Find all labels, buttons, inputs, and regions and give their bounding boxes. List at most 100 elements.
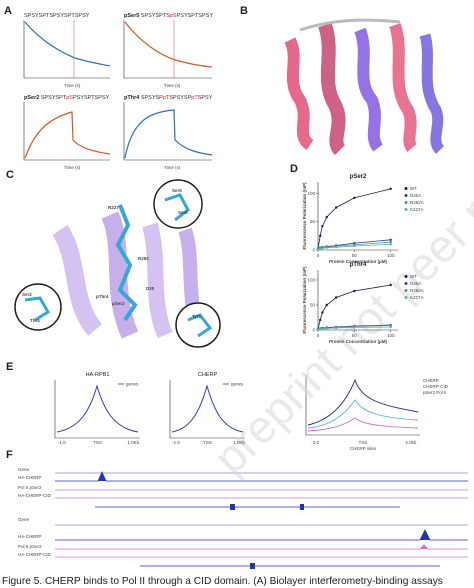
axis [305,375,420,436]
inset [175,302,221,348]
track-label: HA-CHERP [18,534,42,539]
x-tick-label: TSS [359,440,368,445]
trace [24,21,111,67]
y-tick-label: 100 [307,191,315,196]
plot-title: CHERP [198,372,218,378]
sequence-part: pT [163,95,170,101]
x-tick-label: 0 [317,333,320,338]
legend-swatch [404,289,408,292]
panel-e-profiles [54,375,420,439]
track-label: Pol II pSer2 [18,544,42,549]
sequence-part: SPSYSPT [41,95,67,101]
residue-label: Tyr1 [192,314,202,319]
plot-title: pThr4 SPSYSPpTSPSYSPpTSPSY [124,95,213,101]
data-point [325,327,328,330]
data-point [325,303,328,307]
legend-swatch [404,275,408,278]
legend-label: K227A [410,295,424,300]
track-label: Pol II pSer2 [18,485,42,490]
data-point [321,225,324,228]
helix [52,225,103,336]
exon [300,504,304,510]
residue-label: Thr4 [30,318,40,323]
data-point [316,248,320,251]
data-point [389,283,392,287]
axis [123,20,212,79]
panel-letter: C [6,169,14,181]
data-point [334,245,338,249]
x-axis-label: Time (s) [164,165,181,170]
x-tick-label: 100 [387,333,395,338]
track-label: HA-CHERP-CID [18,552,52,557]
legend-label: R262A [410,288,424,293]
data-point [321,247,324,250]
sequence-part: pS [170,13,177,19]
exon [230,504,235,510]
helix [354,27,384,152]
helix [101,211,139,339]
axis [23,102,110,161]
data-point [318,234,322,238]
x-axis-label: Protein Concentration (μM) [329,259,388,264]
legend-label: CHERP [423,378,439,383]
data-point [321,327,324,331]
data-point [353,326,356,329]
helix [389,23,418,152]
x-tick-label: 0 [317,253,320,258]
track-label: Gene [18,517,30,522]
data-point [389,238,392,241]
x-axis-label: Time (s) [64,83,81,88]
data-point [334,296,338,299]
legend-label: WT [410,274,417,279]
plot-title: pSer2 [350,174,367,180]
data-point [318,327,322,331]
legend-swatch [404,282,408,285]
x-tick-label: 50 [352,333,358,338]
residue-label: R262 [138,256,149,261]
legend-label: pSer2 Pol II [423,390,447,395]
panel-letter: A [4,5,12,17]
track [55,529,468,541]
sequence-part: PSYSPTSPSY [177,13,214,19]
x-axis-label: Time (s) [64,165,81,170]
data-point [353,289,356,293]
data-point [389,187,392,190]
profile [171,384,244,433]
y-tick-label: 0 [312,328,315,333]
y-tick-label: 100 [307,278,315,283]
plot-title: HA-RPB1 [86,372,110,378]
helix [318,22,346,155]
data-point [389,243,392,246]
track [55,471,468,482]
trace [124,109,213,159]
axis [317,182,398,251]
legend-label: CHERP-CID [423,384,449,389]
residue-label: D20 [146,286,155,291]
plot-title: pSer5 SPSYSPTSpSPSYSPTSPSY [124,13,213,19]
data-point [353,242,356,245]
axis [169,380,245,439]
residue-label: Ser5 [172,188,182,193]
plot-title: SPSYSPTSPSYSPTSPSY [24,13,90,19]
panel-letter: F [6,449,13,461]
exon [250,563,255,569]
residue-label: pSer2 [112,301,125,306]
y-axis-label: Fluorescence Polarization (mP) [302,266,307,334]
helix [284,37,315,150]
sequence-part: SPSYSPTSPSYSPTSPSY [24,13,90,19]
inset [14,283,62,331]
sequence-part: SPSYSPTS [141,13,170,19]
sequence-part: SPSYSP [141,95,163,101]
legend-label: D20A [410,193,421,198]
x-tick-label: TSS [93,440,102,445]
x-tick-label: -1.0 [172,440,180,445]
residue-label: Ser2 [178,210,188,215]
profile [307,417,419,432]
track [55,544,468,550]
peptide-name: pThr4 [124,95,140,101]
y-tick-label: 50 [310,219,316,224]
panel-letter: D [290,163,298,175]
sequence-part: pT [191,95,198,101]
